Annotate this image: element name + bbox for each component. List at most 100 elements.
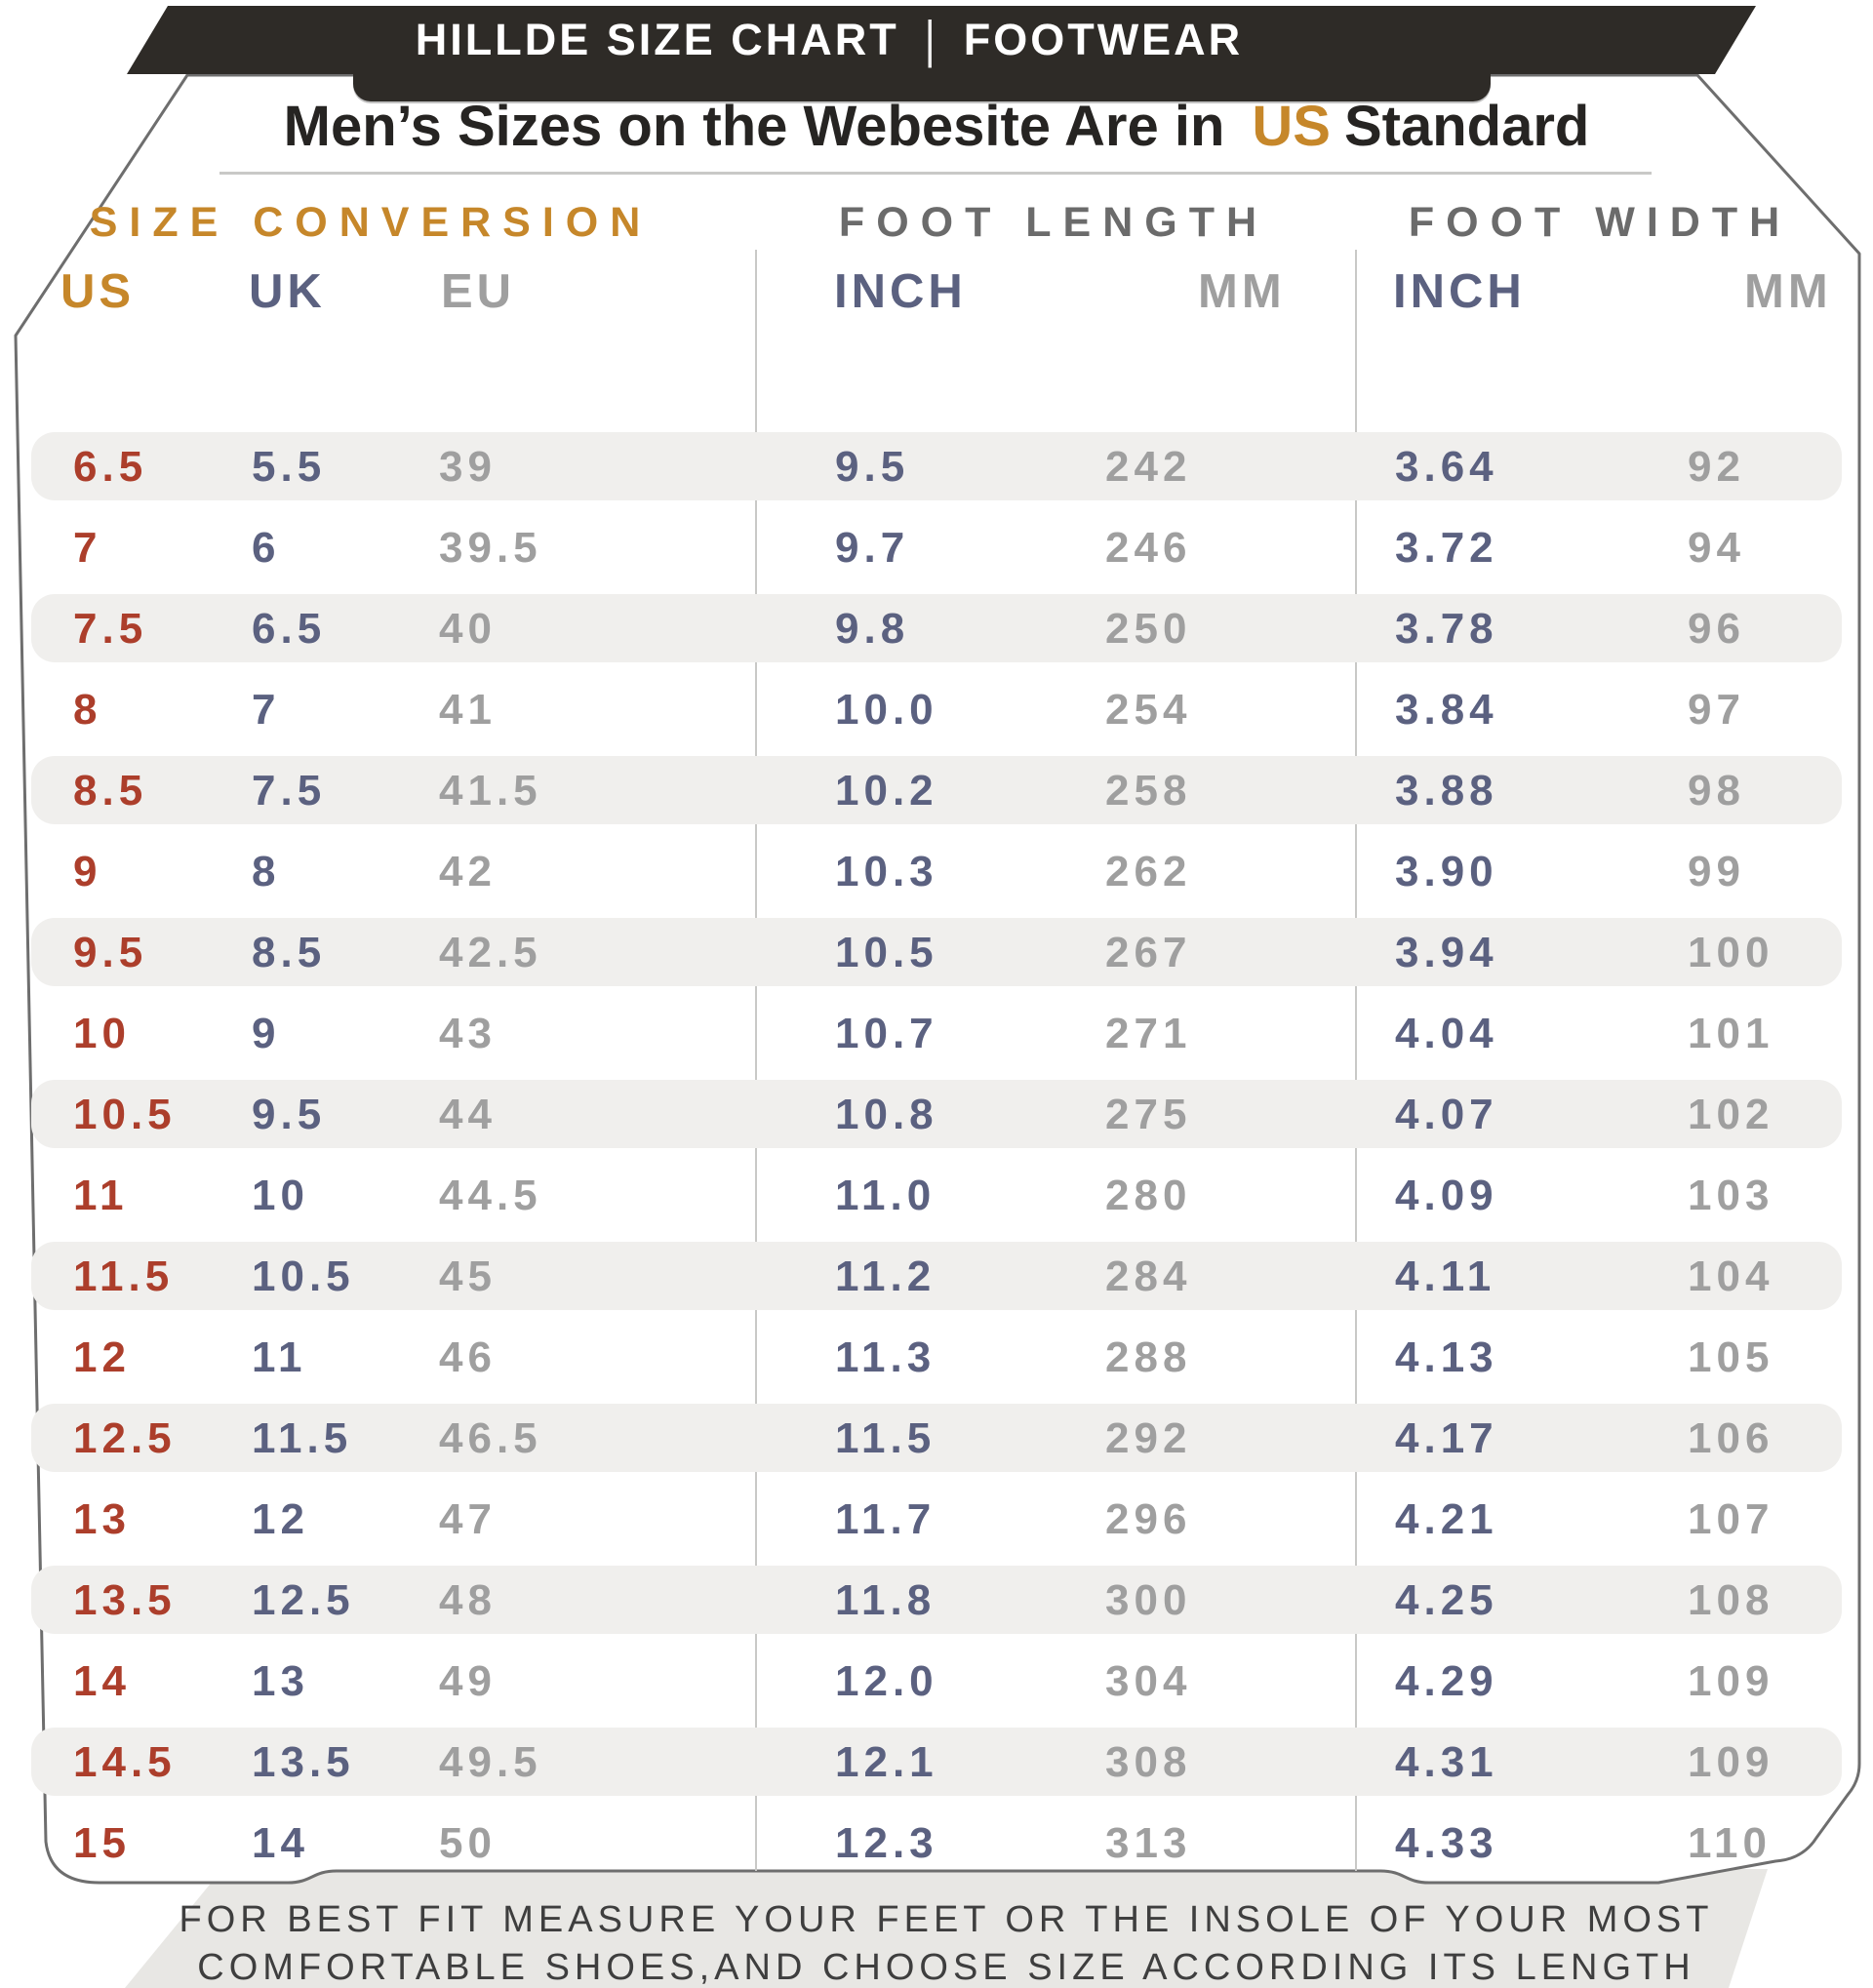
cell-eu: 42.5 (439, 929, 542, 976)
cell-length-inch: 11.3 (835, 1333, 936, 1381)
footer-band (125, 1869, 1768, 1988)
brand-text: HILLDE SIZE CHART (415, 15, 899, 64)
table-row: 8 7 41 10.0 254 3.84 97 (0, 669, 1873, 750)
column-header-uk: UK (249, 265, 326, 318)
page-title-pre: Men’s Sizes on the Webesite Are in (283, 94, 1225, 158)
table-row: 13.5 12.5 48 11.8 300 4.25 108 (0, 1560, 1873, 1641)
row-stripe (31, 594, 1842, 662)
row-stripe (31, 1080, 1842, 1148)
cell-uk: 9.5 (252, 1091, 327, 1138)
cell-width-inch: 3.84 (1395, 686, 1498, 734)
row-stripe (31, 1728, 1842, 1796)
cell-length-mm: 288 (1105, 1333, 1192, 1381)
cell-width-inch: 3.88 (1395, 767, 1498, 815)
cell-uk: 11 (252, 1333, 307, 1381)
banner-tab (353, 72, 1491, 101)
cell-width-mm: 100 (1688, 929, 1774, 976)
cell-eu: 48 (439, 1576, 497, 1624)
cell-width-mm: 103 (1688, 1172, 1774, 1219)
cell-length-inch: 12.0 (835, 1657, 938, 1705)
cell-eu: 39 (439, 443, 497, 491)
cell-uk: 11.5 (252, 1414, 353, 1462)
cell-us: 6.5 (73, 443, 148, 491)
cell-us: 7 (73, 524, 102, 572)
cell-length-mm: 280 (1105, 1172, 1192, 1219)
cell-uk: 9 (252, 1010, 281, 1057)
banner-title: HILLDE SIZE CHART | FOOTWEAR (127, 6, 1532, 74)
cell-uk: 7 (252, 686, 281, 734)
cell-width-mm: 98 (1688, 767, 1745, 815)
footer-note: FOR BEST FIT MEASURE YOUR FEET OR THE IN… (127, 1896, 1766, 1988)
cell-length-inch: 9.7 (835, 524, 910, 572)
cell-eu: 49 (439, 1657, 497, 1705)
banner-ribbon (127, 6, 1756, 74)
table-row: 14 13 49 12.0 304 4.29 109 (0, 1641, 1873, 1722)
cell-length-inch: 10.5 (835, 929, 938, 976)
cell-uk: 8 (252, 848, 281, 895)
cell-width-inch: 4.17 (1395, 1414, 1498, 1462)
cell-eu: 46.5 (439, 1414, 542, 1462)
cell-us: 12 (73, 1333, 131, 1381)
cell-uk: 13 (252, 1657, 309, 1705)
cell-us: 8.5 (73, 767, 148, 815)
cell-uk: 12.5 (252, 1576, 355, 1624)
cell-length-inch: 9.5 (835, 443, 910, 491)
cell-width-mm: 105 (1688, 1333, 1774, 1381)
column-header-width-inch: INCH (1393, 265, 1526, 318)
cell-length-mm: 258 (1105, 767, 1192, 815)
cell-width-mm: 97 (1688, 686, 1745, 734)
table-row: 11.5 10.5 45 11.2 284 4.11 104 (0, 1236, 1873, 1317)
cell-length-mm: 300 (1105, 1576, 1192, 1624)
cell-uk: 5.5 (252, 443, 327, 491)
table-row: 7 6 39.5 9.7 246 3.72 94 (0, 507, 1873, 588)
page-title-post: Standard (1343, 94, 1590, 158)
table-row: 13 12 47 11.7 296 4.21 107 (0, 1479, 1873, 1560)
cell-length-mm: 246 (1105, 524, 1192, 572)
cell-width-mm: 109 (1688, 1657, 1774, 1705)
cell-length-inch: 12.1 (835, 1738, 938, 1786)
cell-width-mm: 106 (1688, 1414, 1774, 1462)
cell-length-mm: 271 (1105, 1010, 1192, 1057)
cell-width-inch: 4.09 (1395, 1172, 1498, 1219)
footer-note-line1: FOR BEST FIT MEASURE YOUR FEET OR THE IN… (179, 1899, 1714, 1940)
cell-uk: 12 (252, 1495, 309, 1543)
cell-width-mm: 110 (1688, 1819, 1772, 1867)
cell-length-mm: 242 (1105, 443, 1192, 491)
cell-us: 10.5 (73, 1091, 177, 1138)
cell-us: 12.5 (73, 1414, 177, 1462)
cell-eu: 44.5 (439, 1172, 542, 1219)
cell-width-mm: 99 (1688, 848, 1745, 895)
cell-length-inch: 11.5 (835, 1414, 936, 1462)
cell-width-mm: 108 (1688, 1576, 1774, 1624)
cell-us: 8 (73, 686, 102, 734)
row-stripe (31, 918, 1842, 986)
table-body: 6.5 5.5 39 9.5 242 3.64 92 7 6 39.5 9.7 … (0, 426, 1873, 1884)
cell-length-inch: 9.8 (835, 605, 910, 653)
category-text: FOOTWEAR (963, 15, 1244, 64)
cell-eu: 39.5 (439, 524, 542, 572)
cell-width-mm: 101 (1688, 1010, 1774, 1057)
cell-eu: 49.5 (439, 1738, 542, 1786)
table-row: 14.5 13.5 49.5 12.1 308 4.31 109 (0, 1722, 1873, 1803)
row-stripe (31, 756, 1842, 824)
cell-uk: 6.5 (252, 605, 327, 653)
column-header-length-inch: INCH (834, 265, 967, 318)
cell-length-inch: 11.0 (835, 1172, 936, 1219)
row-stripe (31, 1566, 1842, 1634)
table-row: 7.5 6.5 40 9.8 250 3.78 96 (0, 588, 1873, 669)
cell-width-mm: 92 (1688, 443, 1745, 491)
cell-length-inch: 10.7 (835, 1010, 938, 1057)
cell-us: 11 (73, 1172, 129, 1219)
cell-width-inch: 4.21 (1395, 1495, 1498, 1543)
table-row: 8.5 7.5 41.5 10.2 258 3.88 98 (0, 750, 1873, 831)
cell-length-inch: 11.2 (835, 1252, 936, 1300)
cell-uk: 10.5 (252, 1252, 355, 1300)
table-row: 12 11 46 11.3 288 4.13 105 (0, 1317, 1873, 1398)
cell-width-inch: 3.64 (1395, 443, 1498, 491)
cell-length-inch: 10.0 (835, 686, 938, 734)
group-header-foot-width: FOOT WIDTH (1408, 199, 1792, 246)
cell-length-mm: 262 (1105, 848, 1192, 895)
cell-us: 10 (73, 1010, 131, 1057)
